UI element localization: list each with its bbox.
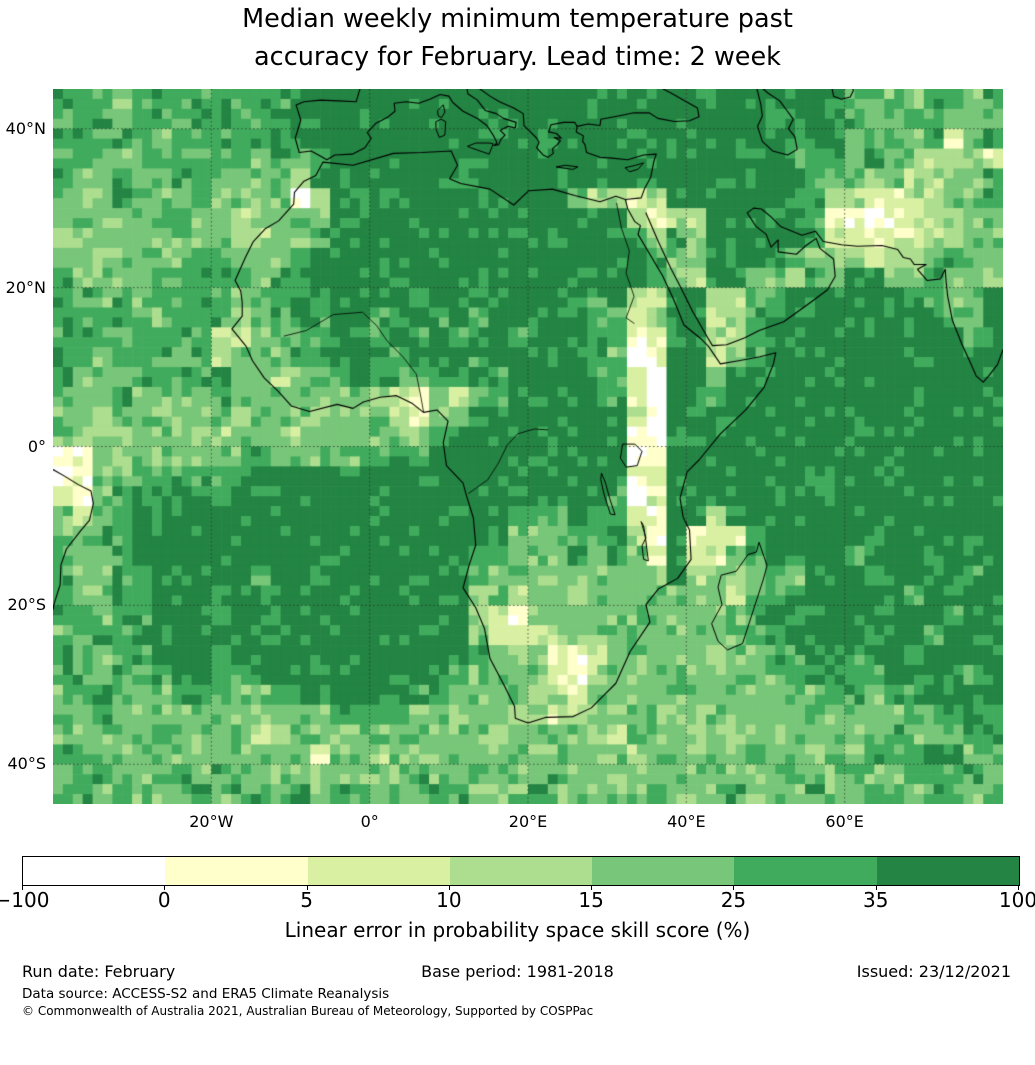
footer-run-date: Run date: February [22,962,176,981]
colorbar-tick [164,885,166,890]
colorbar-tick-label: 25 [720,888,747,912]
y-axis-tick-label: 20°N [5,277,46,297]
colorbar-tick-label: 0 [157,888,171,912]
colorbar-tick [875,885,877,890]
footer-base-period: Base period: 1981-2018 [421,962,614,981]
map-canvas [53,89,1003,804]
x-axis-tick-label: 0° [360,812,379,831]
colorbar-tick [733,885,735,890]
x-axis-tick-label: 20°W [189,812,234,831]
footer-issued: Issued: 23/12/2021 [856,962,1011,981]
colorbar-tick-label: 5 [300,888,313,912]
colorbar-tick-label: −100 [0,888,50,912]
x-axis-tick-label: 40°E [667,812,706,831]
colorbar-tick-label: 100 [998,888,1035,912]
chart-title-line2: accuracy for February. Lead time: 2 week [254,42,781,72]
footer-data-source: Data source: ACCESS-S2 and ERA5 Climate … [22,986,390,1002]
footer-copyright: © Commonwealth of Australia 2021, Austra… [22,1004,594,1018]
colorbar-tick [1018,885,1019,890]
colorbar-segment [592,857,735,885]
y-axis-tick-label: 40°S [7,754,46,774]
colorbar-tick-label: 35 [862,888,889,912]
colorbar-segment [307,857,451,885]
colorbar-segment [734,857,878,885]
colorbar-tick-label: 15 [578,888,604,912]
x-axis-tick-label: 60°E [825,812,864,831]
colorbar-tick [448,885,450,890]
colorbar-tick [22,885,23,890]
colorbar-tick-label: 10 [436,888,462,912]
colorbar-segment [449,857,593,885]
colorbar-segment [876,857,1020,885]
colorbar [22,856,1020,886]
colorbar-tick [591,885,593,890]
y-axis-tick-label: 20°S [7,595,46,615]
x-axis-tick-label: 20°E [508,812,548,831]
colorbar-segment [165,857,309,885]
y-axis-tick-label: 0° [27,436,46,456]
colorbar-tick [306,885,308,890]
chart-title-line1: Median weekly minimum temperature past [242,4,793,34]
colorbar-segment [23,857,166,885]
colorbar-label: Linear error in probability space skill … [284,918,751,942]
y-axis-tick-label: 40°N [5,118,46,138]
